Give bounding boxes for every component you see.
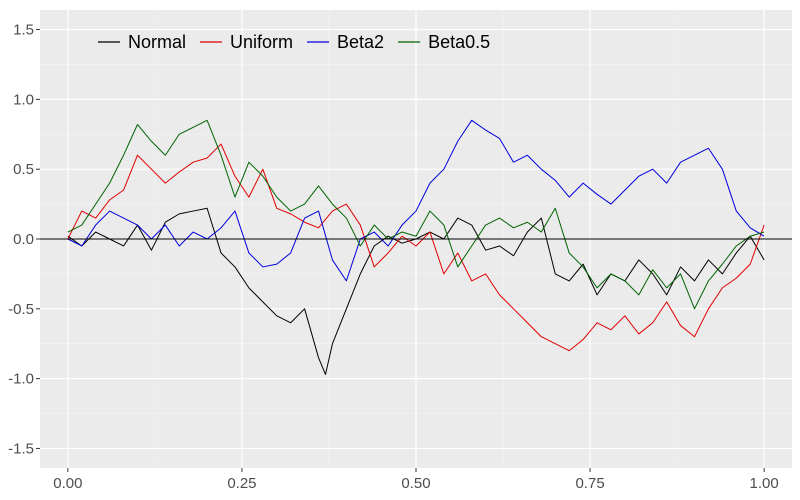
y-tick-label: -1.0 [8,371,34,388]
y-tick-label: 0.0 [13,231,34,248]
x-tick-label: 1.00 [750,475,779,492]
y-tick-label: -0.5 [8,301,34,318]
x-tick-label: 0.75 [575,475,604,492]
series-line-uniform [67,143,765,352]
legend-label-uniform: Uniform [230,32,293,52]
x-tick-label: 0.00 [53,475,82,492]
legend-label-beta2: Beta2 [337,32,384,52]
y-tick-label: 0.5 [13,161,34,178]
legend-label-beta0-5: Beta0.5 [428,32,490,52]
series-line-beta2 [67,119,765,282]
series-line-beta0-5 [67,119,765,310]
y-tick-label: 1.0 [13,91,34,108]
x-tick-label: 0.25 [227,475,256,492]
legend: Normal Uniform Beta2 Beta0.5 [98,32,490,52]
legend-label-normal: Normal [128,32,186,52]
y-tick-label: 1.5 [13,22,34,39]
y-tick-label: -1.5 [8,440,34,457]
x-tick-label: 0.50 [401,475,430,492]
